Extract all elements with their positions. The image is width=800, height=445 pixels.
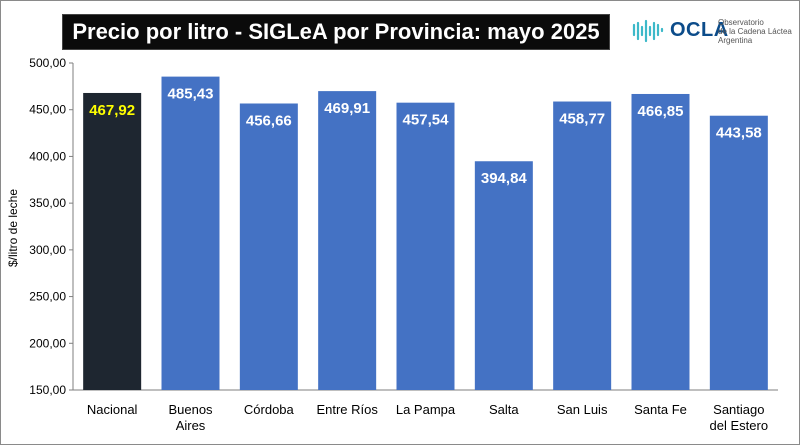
logo-line-2: de la Cadena Láctea	[718, 27, 792, 36]
plot-area: 150,00 200,00 250,00 300,00 350,00 400,00 450,…	[29, 56, 778, 433]
y-tick-label: 150,00	[29, 383, 66, 397]
x-tick-label: Nacional	[87, 402, 138, 417]
bar	[318, 91, 377, 390]
y-axis-label: $/litro de leche	[6, 189, 20, 267]
x-tick-label: Buenos	[168, 402, 213, 417]
bar-value-label: 456,66	[246, 112, 292, 129]
x-tick-label: Entre Ríos	[316, 402, 378, 417]
y-tick-label: 300,00	[29, 243, 66, 257]
x-tick-label: Aires	[176, 418, 206, 433]
logo-name: OCLA	[670, 19, 729, 41]
bar	[239, 103, 298, 390]
bar	[396, 102, 455, 390]
bar-value-label: 485,43	[168, 86, 214, 103]
bar	[161, 76, 220, 390]
y-tick-label: 200,00	[29, 336, 66, 350]
chart-title: Precio por litro - SIGLeA por Provincia:…	[62, 14, 610, 50]
logo-line-3: Argentina	[718, 36, 753, 45]
bar	[474, 161, 533, 390]
x-tick-label: Santiago	[713, 402, 764, 417]
bar-value-label: 458,77	[559, 111, 605, 128]
ocla-logo: OCLA Observatorio de la Cadena Láctea Ar…	[632, 15, 792, 55]
bar-value-label: 394,84	[481, 170, 528, 187]
x-tick-label: Salta	[489, 402, 519, 417]
x-tick-label: del Estero	[710, 418, 769, 433]
x-tick-label: San Luis	[557, 402, 608, 417]
x-tick-label: Córdoba	[244, 402, 295, 417]
wave-logo-icon	[632, 19, 664, 43]
y-tick-label: 250,00	[29, 290, 66, 304]
bar	[83, 92, 142, 390]
y-tick-label: 500,00	[29, 56, 66, 70]
x-tick-label: Santa Fe	[634, 402, 687, 417]
bar-value-label: 457,54	[403, 112, 450, 129]
bar-value-label: 469,91	[324, 100, 370, 117]
y-tick-label: 450,00	[29, 103, 66, 117]
bar-value-label: 467,92	[89, 102, 135, 119]
y-tick-label: 350,00	[29, 196, 66, 210]
logo-line-1: Observatorio	[718, 18, 764, 27]
bar-value-label: 443,58	[716, 125, 762, 142]
bar-value-label: 466,85	[638, 103, 684, 120]
x-tick-label: La Pampa	[396, 402, 456, 417]
bar	[631, 93, 690, 391]
y-tick-label: 400,00	[29, 149, 66, 163]
bar	[709, 115, 768, 390]
bar	[553, 101, 612, 390]
